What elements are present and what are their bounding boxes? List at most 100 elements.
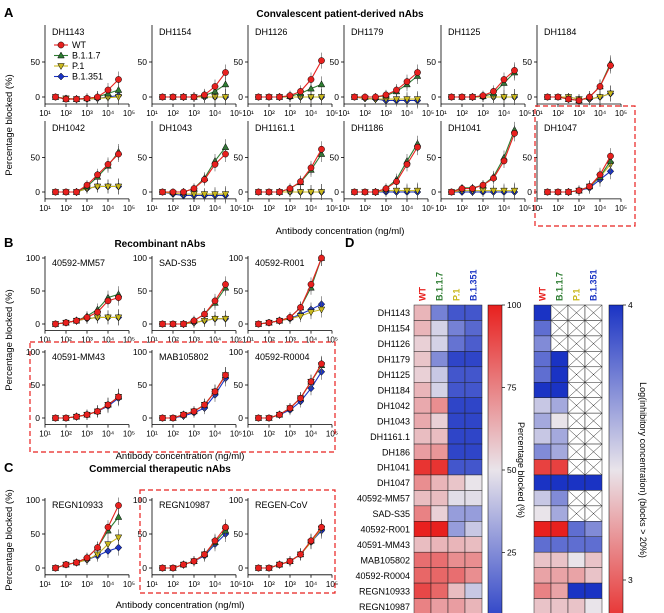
point-wt: [169, 93, 177, 101]
point-wt: [469, 185, 476, 192]
panel-title-a: Convalescent patient-derived nAbs: [256, 9, 424, 20]
point-wt: [297, 88, 304, 95]
y-tick-label: 0: [35, 187, 40, 197]
y-tick-label: 50: [330, 153, 340, 163]
c-ylabel: Percentage blocked (%): [4, 489, 15, 590]
heat-cell: [550, 366, 569, 383]
point-wt: [159, 93, 166, 101]
x-tick-label: 10⁵: [123, 336, 135, 345]
y-tick-label: 0: [142, 92, 147, 102]
point-p-1: [307, 309, 315, 317]
x-tick-label: 10¹: [146, 336, 158, 345]
point-wt: [596, 83, 604, 90]
panel-label: 40592-MM57: [52, 258, 105, 268]
legend-label-b-1-351: B.1.351: [72, 72, 103, 82]
x-tick-label: 10³: [284, 580, 296, 589]
heat-cell: [533, 536, 552, 553]
point-wt: [351, 188, 358, 196]
heat-cell: [464, 428, 483, 445]
heat-cell: [447, 397, 466, 414]
point-wt: [276, 561, 283, 568]
x-tick-label: 10²: [263, 430, 275, 439]
heat-cell: [430, 598, 449, 613]
point-p-1: [392, 187, 401, 195]
point-wt: [575, 187, 583, 194]
point-wt: [286, 404, 294, 412]
panel-letter-c: C: [4, 460, 14, 475]
heat-cell: [550, 551, 569, 568]
point-wt: [52, 93, 59, 101]
x-tick-label: 10²: [552, 109, 564, 118]
x-tick-label: 10⁵: [615, 204, 627, 213]
row-label: MAB105802: [360, 555, 410, 565]
point-wt: [586, 93, 593, 101]
heat-cell: [533, 521, 552, 537]
heat-cell-cross: [584, 366, 603, 383]
row-label: DH1184: [378, 385, 410, 395]
heatmap-log-inhibitory-concentration: WT B.1.1.7 P.1 B.1.351 3 4 Log(inhibitory conc…: [533, 269, 648, 613]
heat-cell: [413, 474, 432, 491]
point-wt: [265, 564, 273, 572]
heat-cell-cross: [584, 304, 603, 321]
point-wt: [159, 188, 166, 196]
colorbar-tick-label: 75: [507, 383, 517, 393]
point-wt: [62, 319, 70, 327]
y-tick-label: 0: [527, 92, 532, 102]
row-label: DH1042: [377, 401, 410, 411]
heat-cell-cross: [567, 304, 586, 321]
point-wt: [62, 188, 70, 196]
heat-cell: [567, 474, 586, 491]
heat-cell: [550, 521, 569, 537]
point-p-1: [510, 187, 519, 195]
heat-cell: [584, 567, 603, 584]
x-tick-label: 10³: [81, 430, 93, 439]
heat-cell: [413, 443, 432, 460]
x-tick-label: 10⁴: [305, 580, 318, 589]
y-tick-label: 50: [234, 286, 244, 296]
heat-cell: [447, 536, 466, 553]
point-wt: [104, 161, 112, 168]
x-tick-label: 10³: [477, 109, 489, 118]
point-wt: [586, 183, 593, 190]
heat-cell: [464, 536, 483, 553]
point-wt: [479, 92, 487, 99]
point-wt: [448, 188, 455, 196]
heat-cell-cross: [567, 443, 586, 460]
point-wt: [265, 414, 273, 422]
heat-cell-cross: [550, 304, 569, 321]
x-tick-label: 10⁵: [326, 109, 338, 118]
x-tick-label: 10¹: [531, 204, 543, 213]
column-label-p-1: P.1: [572, 289, 582, 301]
panel-dh1179: 0 50 10¹ 10² 10³ 10⁴ 10⁵ DH1179: [330, 25, 434, 118]
heat-cell: [447, 505, 466, 522]
y-tick-label: 0: [35, 413, 40, 423]
point-wt: [448, 93, 455, 101]
point-wt: [222, 150, 229, 158]
heat-cell: [584, 521, 603, 537]
panel-letter-a: A: [4, 5, 14, 20]
x-tick-label: 10³: [188, 430, 200, 439]
row-label: 40592-R001: [360, 525, 410, 535]
heat-cell: [533, 412, 552, 429]
heat-cell: [584, 536, 603, 553]
point-wt: [286, 185, 294, 192]
point-wt: [211, 388, 219, 395]
point-p-1: [104, 314, 112, 322]
heat-cell: [464, 521, 483, 537]
point-wt: [511, 130, 518, 137]
x-tick-label: 10⁴: [305, 336, 318, 345]
x-tick-label: 10⁴: [102, 204, 115, 213]
x-tick-label: 10⁴: [209, 336, 222, 345]
point-wt: [201, 176, 208, 183]
point-wt: [52, 320, 59, 328]
heat-cell: [550, 443, 569, 460]
x-tick-label: 10³: [81, 580, 93, 589]
heat-cell: [430, 397, 449, 414]
heat-cell-cross: [567, 382, 586, 398]
heat-cell-cross: [584, 505, 603, 522]
point-p-1: [317, 94, 326, 102]
heat-cell: [447, 351, 466, 368]
heat-cell: [550, 412, 569, 429]
x-tick-label: 10⁵: [123, 430, 135, 439]
row-label: DH1143: [378, 308, 410, 318]
